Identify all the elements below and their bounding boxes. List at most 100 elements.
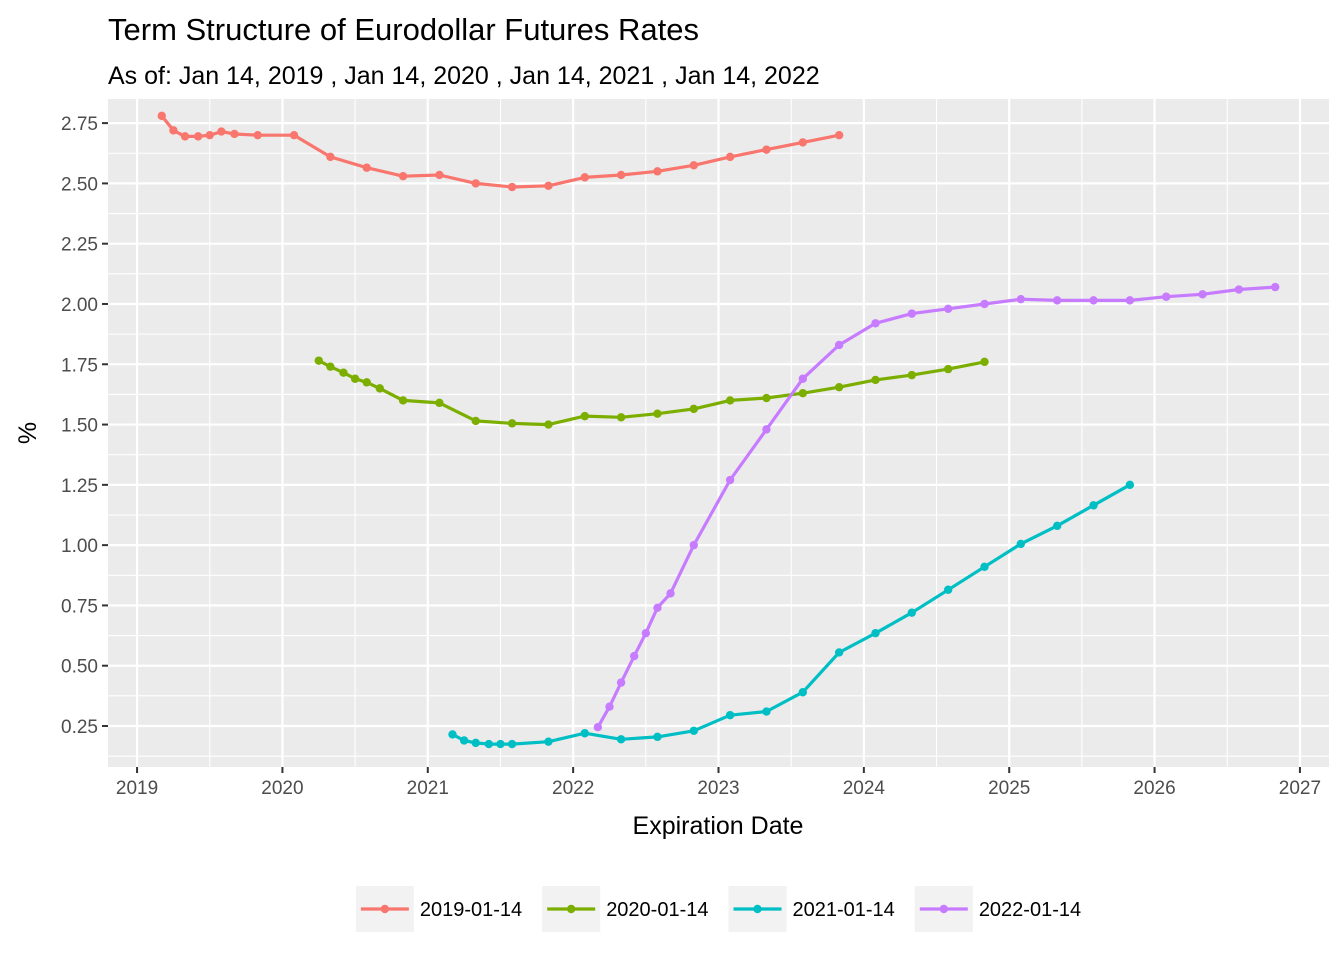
grid-major [108,99,1329,767]
data-point [339,368,348,377]
legend-key-point [380,904,390,914]
data-point [471,416,480,426]
legend-key-point [939,904,949,914]
x-tick-label: 2023 [697,778,739,799]
data-point [1271,282,1280,292]
y-tick-label: 1.00 [61,536,98,557]
data-point [907,608,917,617]
data-point [507,739,517,749]
series-line-2022-01-14 [596,285,1276,728]
data-point [180,132,190,141]
data-point [834,382,844,392]
data-point [435,398,444,408]
data-point [725,152,735,162]
data-point [834,648,844,657]
y-tick-label: 2.00 [61,295,98,316]
data-point [1198,290,1207,299]
axis-layer: 2019 2020 2021 2022 2023 2024 2025 2026 2027 0.25… [61,114,1321,799]
data-point [616,170,626,180]
data-point [616,413,626,422]
data-point [798,138,808,147]
data-point [616,735,626,744]
data-point [653,603,662,613]
data-point [1052,296,1062,305]
data-point [193,132,203,141]
data-point [157,111,166,121]
data-point [435,170,444,180]
data-point [762,393,771,403]
data-point [448,730,457,739]
data-point [871,319,880,328]
x-tick-label: 2027 [1279,778,1321,799]
chart-subtitle: As of: Jan 14, 2019 , Jan 14, 2020 , Jan… [108,62,820,90]
data-point [666,589,675,598]
data-point [943,304,953,314]
data-point [1234,285,1244,294]
data-point [605,702,614,711]
data-point [1089,296,1098,305]
data-point [289,130,299,140]
data-point [943,364,953,374]
data-point [484,739,494,749]
data-point [980,299,989,309]
data-point [1125,480,1135,490]
data-point [834,340,844,350]
data-point [871,628,880,638]
data-point [762,425,771,434]
data-point [653,409,662,418]
data-point [326,152,335,162]
data-point [230,129,239,139]
y-axis-title: % [14,422,42,444]
data-point [471,179,480,188]
data-point [580,173,589,182]
y-tick-label: 1.25 [61,476,98,497]
y-tick-label: 2.50 [61,174,98,195]
data-point [326,362,335,371]
data-point [1016,539,1026,549]
legend-key-point [753,904,762,914]
data-point [980,357,989,367]
data-point [217,127,226,136]
data-point [1052,521,1062,531]
data-point [169,126,178,135]
data-point [943,585,953,594]
data-point [907,370,917,380]
x-tick-label: 2025 [988,778,1030,799]
x-axis-title: Expiration Date [633,812,804,840]
data-point [725,475,735,485]
data-point [544,420,553,429]
data-point [314,356,323,365]
data-point [253,130,262,140]
data-point [544,737,553,746]
data-point [616,678,626,687]
data-point [459,736,469,745]
series-layer [157,111,1280,749]
data-point [507,419,517,428]
chart-title: Term Structure of Eurodollar Futures Rat… [108,12,699,47]
data-point [834,130,844,140]
data-point [350,374,360,383]
y-tick-label: 0.25 [61,717,98,738]
y-tick-label: 0.75 [61,596,98,617]
data-point [689,540,698,550]
data-point [205,130,214,140]
data-point [362,163,371,172]
data-point [689,404,698,414]
data-point [1016,294,1026,304]
x-tick-label: 2019 [116,778,158,799]
y-tick-label: 2.25 [61,235,98,256]
data-point [641,628,651,638]
data-point [653,732,662,742]
data-point [689,726,698,736]
data-point [762,145,771,154]
data-point [653,167,662,176]
data-point [798,688,808,697]
x-tick-label: 2020 [261,778,303,799]
y-tick-label: 1.50 [61,416,98,437]
legend-label: 2021-01-14 [793,899,895,921]
data-point [375,384,385,393]
data-point [398,171,408,181]
data-point [593,723,603,732]
data-point [980,562,989,572]
